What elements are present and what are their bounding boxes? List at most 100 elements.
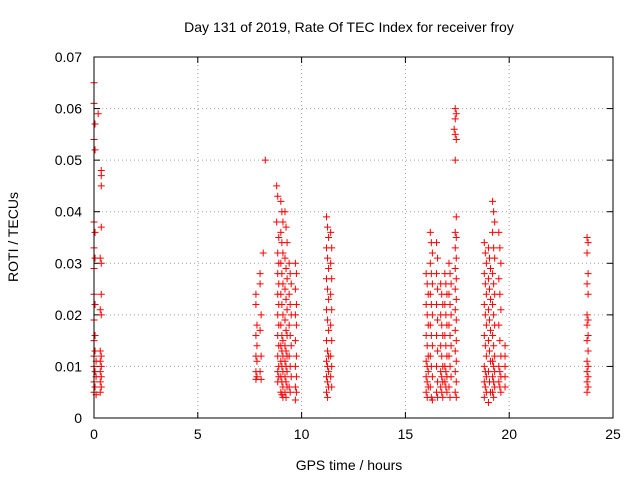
y-tick-label: 0.02 — [55, 307, 82, 323]
data-point — [433, 270, 441, 278]
data-point — [489, 270, 497, 278]
data-point — [328, 244, 336, 252]
data-point — [292, 301, 300, 309]
data-point — [491, 254, 499, 262]
data-point — [426, 352, 434, 360]
data-point — [482, 373, 490, 381]
data-point — [291, 337, 299, 345]
data-point — [434, 285, 442, 293]
grid-layer — [94, 57, 613, 418]
data-point — [97, 352, 105, 360]
data-point — [428, 311, 436, 319]
data-point — [497, 388, 505, 396]
data-point — [328, 337, 336, 345]
data-point — [324, 316, 332, 324]
data-point — [484, 399, 492, 407]
data-point — [482, 290, 490, 298]
x-tick-label: 0 — [90, 426, 98, 442]
data-point — [484, 368, 492, 376]
data-point — [451, 285, 459, 293]
data-point — [584, 239, 592, 247]
y-tick-label: 0.01 — [55, 358, 82, 374]
data-point — [328, 362, 336, 370]
data-point — [96, 368, 104, 376]
data-point — [496, 337, 504, 345]
data-points — [90, 79, 592, 407]
data-point — [324, 393, 332, 401]
data-point — [96, 347, 104, 355]
data-point — [433, 331, 441, 339]
data-point — [447, 342, 455, 350]
data-point — [277, 259, 285, 267]
data-point — [97, 290, 105, 298]
data-point — [282, 347, 290, 355]
data-point — [434, 254, 442, 262]
data-point — [433, 362, 441, 370]
data-point — [327, 373, 335, 381]
data-point — [328, 383, 336, 391]
data-point — [291, 259, 299, 267]
data-point — [422, 373, 430, 381]
data-point — [327, 352, 335, 360]
x-tick-label: 10 — [294, 426, 310, 442]
data-point — [497, 259, 505, 267]
data-point — [97, 373, 105, 381]
data-point — [286, 331, 294, 339]
data-point — [487, 264, 495, 272]
data-point — [426, 259, 434, 267]
data-point — [446, 331, 454, 339]
data-point — [281, 285, 289, 293]
data-point — [495, 321, 503, 329]
data-point — [275, 234, 283, 241]
data-point — [252, 331, 260, 339]
data-point — [583, 368, 591, 376]
data-point — [277, 228, 285, 236]
data-point — [253, 342, 261, 350]
data-point — [480, 239, 488, 247]
data-point — [252, 290, 260, 298]
data-point — [324, 285, 332, 293]
data-point — [584, 362, 592, 370]
data-point — [583, 321, 591, 329]
data-point — [501, 383, 509, 391]
y-tick-label: 0.05 — [55, 152, 82, 168]
data-point — [423, 378, 431, 386]
data-point — [256, 280, 264, 288]
y-tick-label: 0.03 — [55, 255, 82, 271]
data-point — [501, 362, 509, 370]
data-point — [327, 259, 335, 267]
data-point — [584, 290, 592, 298]
x-tick-label: 15 — [398, 426, 414, 442]
data-point — [489, 388, 497, 396]
data-point — [485, 316, 493, 324]
data-point — [584, 383, 592, 391]
data-point — [277, 321, 285, 329]
data-point — [451, 368, 459, 376]
data-point — [451, 306, 459, 314]
data-point — [327, 290, 335, 298]
data-point — [452, 357, 460, 365]
data-point — [327, 321, 335, 329]
data-point — [482, 321, 490, 329]
data-point — [452, 110, 460, 118]
data-point — [257, 352, 265, 360]
data-point — [96, 357, 104, 365]
data-point — [481, 383, 489, 391]
data-point — [96, 388, 104, 396]
data-point — [97, 362, 105, 370]
data-point — [451, 326, 459, 334]
data-point — [480, 331, 488, 339]
data-point — [484, 306, 492, 314]
data-point — [501, 373, 509, 381]
data-point — [279, 337, 287, 345]
data-point — [583, 337, 591, 345]
data-point — [495, 378, 503, 386]
data-point — [583, 311, 591, 319]
data-point — [426, 383, 434, 391]
data-point — [253, 357, 261, 365]
data-point — [439, 393, 447, 401]
data-point — [325, 234, 333, 241]
data-point — [91, 120, 99, 128]
data-point — [495, 275, 503, 283]
data-point — [428, 396, 436, 404]
